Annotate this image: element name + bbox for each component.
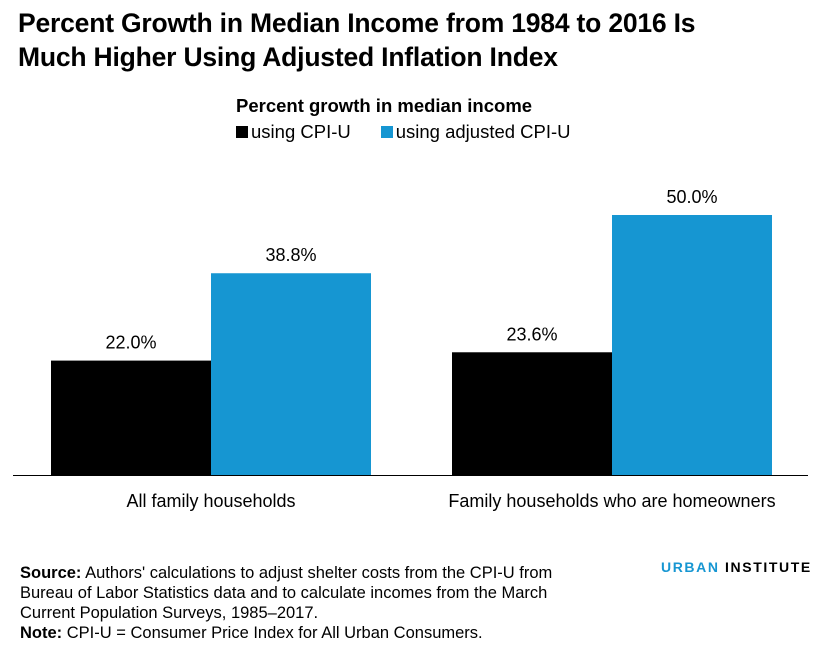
bar-using-adjusted-cpi-u-all-family-households <box>211 273 371 475</box>
legend-label-adjusted-cpi-u: using adjusted CPI-U <box>395 121 571 142</box>
legend-item-cpi-u: using CPI-U <box>236 121 351 143</box>
chart-title: Percent Growth in Median Income from 198… <box>18 6 808 74</box>
source-note: Source: Authors' calculations to adjust … <box>20 563 580 623</box>
category-label-family-households-who-are-homeowners: Family households who are homeowners <box>448 491 775 511</box>
chart-title-line-1: Percent Growth in Median Income from 198… <box>18 8 696 38</box>
value-label-using-cpi-u-all-family-households: 22.0% <box>105 333 156 353</box>
logo-institute: INSTITUTE <box>719 559 812 575</box>
logo-urban: URBAN <box>661 559 720 575</box>
note-label: Note: <box>20 624 63 642</box>
note: Note: CPI-U = Consumer Price Index for A… <box>20 623 580 643</box>
footnotes: Source: Authors' calculations to adjust … <box>20 563 580 643</box>
legend-item-adjusted-cpi-u: using adjusted CPI-U <box>380 121 571 143</box>
source-label: Source: <box>20 564 82 582</box>
legend-label-cpi-u: using CPI-U <box>251 121 351 142</box>
legend-title: Percent growth in median income <box>236 95 533 116</box>
value-label-using-adjusted-cpi-u-all-family-households: 38.8% <box>265 245 316 265</box>
source-text: Authors' calculations to adjust shelter … <box>20 564 553 622</box>
legend-swatch-adjusted-cpi-u <box>380 126 393 138</box>
note-text: CPI-U = Consumer Price Index for All Urb… <box>62 624 483 642</box>
legend-swatch-cpi-u <box>236 126 248 138</box>
category-label-all-family-households: All family households <box>126 491 295 511</box>
bar-using-adjusted-cpi-u-family-households-who-are-homeowners <box>612 215 772 475</box>
bar-using-cpi-u-family-households-who-are-homeowners <box>452 352 612 475</box>
legend: using CPI-U using adjusted CPI-U <box>236 121 571 143</box>
chart-title-line-2: Much Higher Using Adjusted Inflation Ind… <box>18 42 558 72</box>
bar-using-cpi-u-all-family-households <box>51 360 211 475</box>
value-label-using-adjusted-cpi-u-family-households-who-are-homeowners: 50.0% <box>666 187 717 207</box>
value-label-using-cpi-u-family-households-who-are-homeowners: 23.6% <box>506 324 557 344</box>
urban-institute-logo: URBAN INSTITUTE <box>661 559 812 575</box>
